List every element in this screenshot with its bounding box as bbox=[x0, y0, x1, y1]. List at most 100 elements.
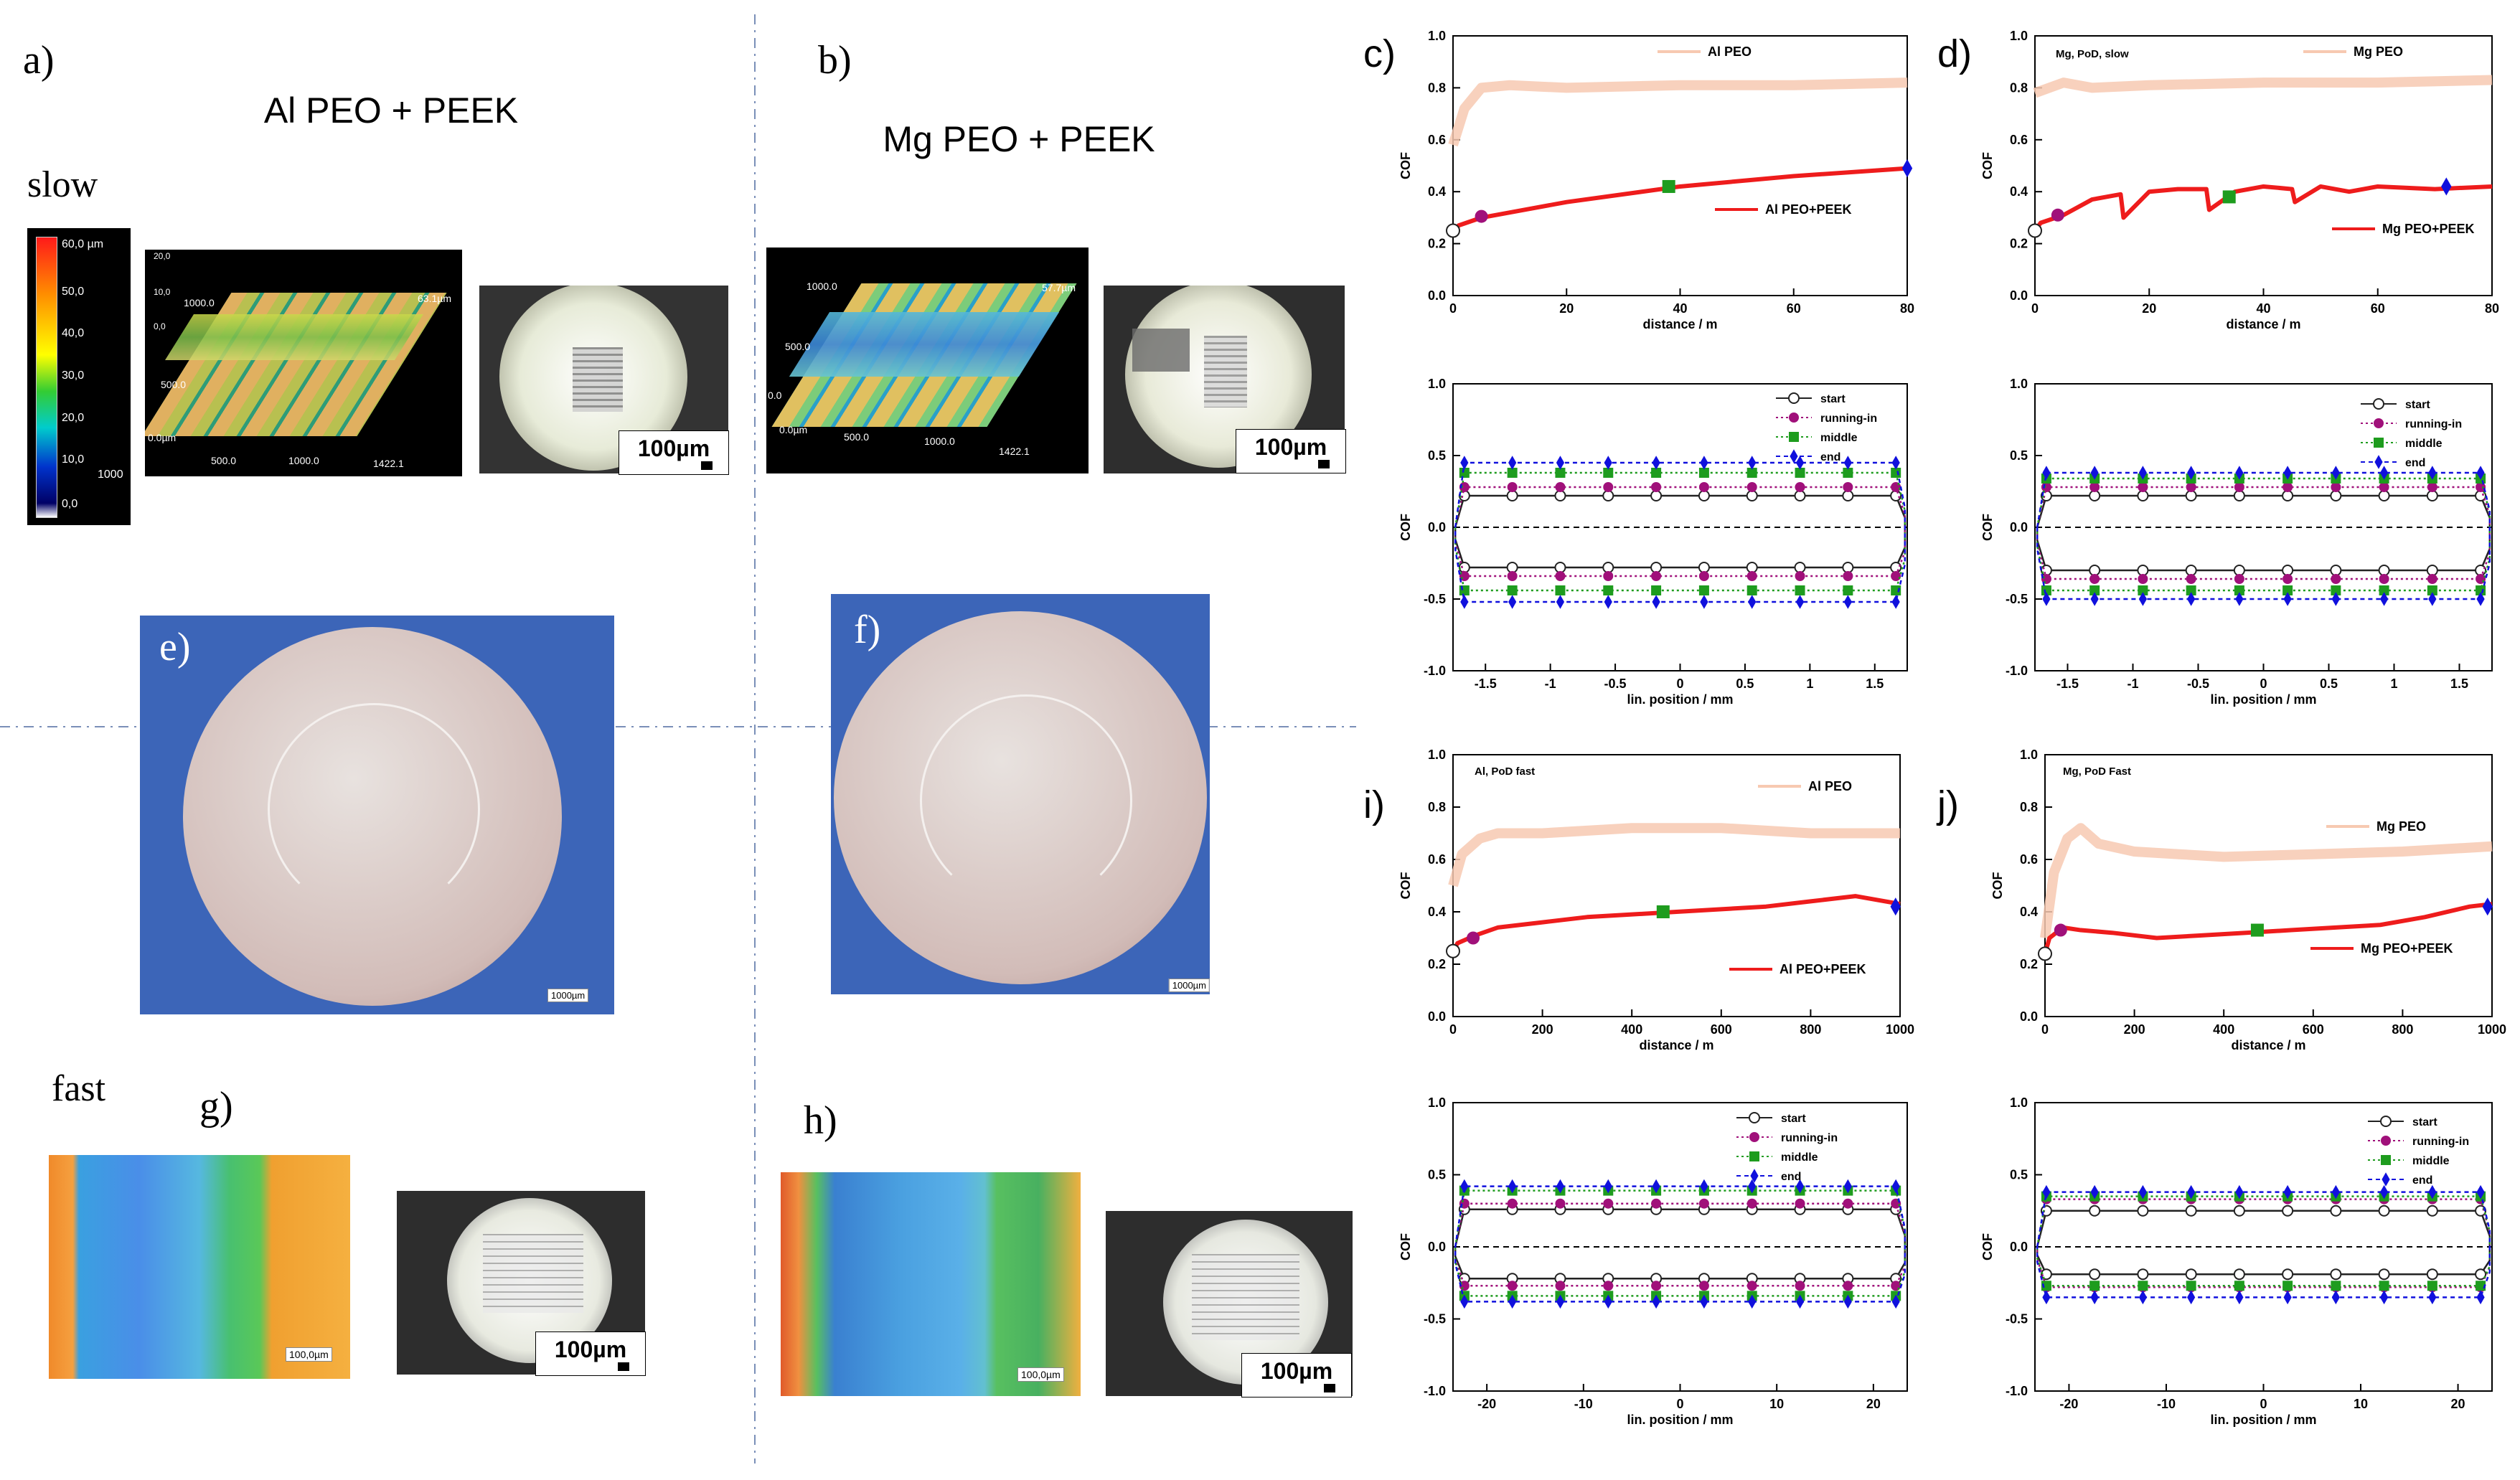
surf-label: 0,0 bbox=[154, 321, 166, 331]
y-tick-label: 0.2 bbox=[1428, 237, 1446, 251]
loop-marker bbox=[2089, 1281, 2100, 1291]
loop-marker bbox=[1651, 585, 1662, 595]
legend-marker bbox=[2381, 1136, 2391, 1146]
chart-i: 0 200 400 600 800 1000 0.0 0.2 0.4 0.6 0.8 1.0 dista… bbox=[1363, 748, 1914, 1052]
x-axis-label: distance / m bbox=[2231, 1038, 2305, 1052]
loop-marker bbox=[2187, 1184, 2196, 1199]
panel-label-h: h) bbox=[804, 1098, 837, 1143]
y-tick-label: 1.0 bbox=[1428, 29, 1446, 43]
chart-j: 0 200 400 600 800 1000 0.0 0.2 0.4 0.6 0.8 1.0 dista… bbox=[1936, 748, 2506, 1052]
loop-marker bbox=[2041, 585, 2051, 595]
loop-marker bbox=[1794, 490, 1806, 501]
plot-frame bbox=[1452, 754, 1901, 1017]
loop-marker bbox=[2282, 1205, 2294, 1217]
legend-marker bbox=[2373, 398, 2384, 410]
y-axis-label: COF bbox=[1980, 1233, 1995, 1260]
loop-marker bbox=[1843, 1179, 1852, 1194]
loop-marker bbox=[2379, 482, 2389, 492]
panel-label-i: i) bbox=[1363, 783, 1385, 826]
loop-marker bbox=[2331, 585, 2341, 595]
legend-marker bbox=[2374, 418, 2384, 428]
y-axis-label: COF bbox=[1398, 152, 1413, 179]
y-tick-label: 1.0 bbox=[2020, 748, 2038, 762]
legend-label: Mg PEO+PEEK bbox=[2361, 941, 2453, 956]
data-marker bbox=[2250, 923, 2264, 937]
loop-line bbox=[1454, 471, 1907, 592]
loop-marker bbox=[2476, 592, 2485, 606]
loop-marker bbox=[2234, 482, 2244, 492]
y-axis-label: COF bbox=[1398, 1233, 1413, 1260]
x-tick-label: -10 bbox=[2157, 1397, 2176, 1411]
legend-label: start bbox=[2405, 399, 2430, 411]
loop-marker bbox=[1650, 490, 1663, 501]
loop-marker bbox=[1460, 456, 1469, 470]
panel-label-b: b) bbox=[818, 38, 852, 83]
loop-marker bbox=[1746, 490, 1758, 501]
legend-marker bbox=[1749, 1112, 1760, 1123]
loop-marker bbox=[2427, 585, 2437, 595]
data-marker bbox=[1467, 931, 1480, 945]
surf-label: 0.0µm bbox=[779, 424, 808, 435]
loop-line bbox=[2036, 1198, 2491, 1288]
loop-marker bbox=[2427, 1281, 2437, 1291]
loop-marker bbox=[2138, 1290, 2148, 1305]
x-tick-label: 600 bbox=[2303, 1022, 2324, 1037]
loop-marker bbox=[1843, 595, 1852, 609]
y-tick-label: -0.5 bbox=[2006, 1312, 2028, 1326]
panel-title-a: Al PEO + PEEK bbox=[263, 90, 519, 131]
x-tick-label: 400 bbox=[2213, 1022, 2234, 1037]
loop-marker bbox=[1891, 1179, 1900, 1194]
x-axis-label: lin. position / mm bbox=[2211, 692, 2317, 707]
loop-marker bbox=[1698, 562, 1710, 573]
loop-marker bbox=[1651, 1198, 1662, 1209]
y-tick-label: 0.4 bbox=[1428, 905, 1446, 919]
loop-marker bbox=[1508, 456, 1517, 470]
loop-marker bbox=[1795, 1281, 1805, 1291]
plot-frame bbox=[1452, 35, 1908, 296]
loop-marker bbox=[2330, 1205, 2342, 1217]
loop-marker bbox=[1556, 1294, 1565, 1309]
y-tick-label: 1.0 bbox=[2010, 377, 2028, 391]
loop-marker bbox=[1700, 456, 1708, 470]
loop-marker bbox=[1460, 1294, 1469, 1309]
panel-label-d: d) bbox=[1937, 32, 1972, 75]
y-axis-label: COF bbox=[1980, 152, 1995, 179]
loop-marker bbox=[1460, 595, 1469, 609]
loop-marker bbox=[2378, 490, 2390, 501]
loop-marker bbox=[2379, 1290, 2389, 1305]
loop-marker bbox=[2476, 1290, 2485, 1305]
scalebar-mark bbox=[1324, 1384, 1335, 1392]
loop-marker bbox=[2234, 1281, 2244, 1291]
x-tick-label: -20 bbox=[2059, 1397, 2078, 1411]
y-tick-label: 0.0 bbox=[2010, 288, 2028, 303]
loop-marker bbox=[2379, 1281, 2389, 1291]
legend-marker bbox=[2374, 438, 2384, 448]
loop-line bbox=[2036, 486, 2491, 580]
legend-marker bbox=[1789, 413, 1799, 423]
loop-marker bbox=[1460, 1179, 1469, 1194]
loop-marker bbox=[2185, 1268, 2197, 1281]
y-tick-label: 0.5 bbox=[1428, 448, 1446, 463]
colormap-bar bbox=[36, 237, 57, 518]
series-line bbox=[1451, 894, 1901, 953]
loop-marker bbox=[1795, 482, 1805, 492]
y-tick-label: 1.0 bbox=[2010, 29, 2028, 43]
loop-marker bbox=[2186, 574, 2196, 584]
loop-marker bbox=[1795, 1294, 1805, 1309]
x-tick-label: 0 bbox=[2041, 1022, 2049, 1037]
data-marker bbox=[2482, 897, 2493, 916]
legend-marker bbox=[2381, 1155, 2391, 1165]
loop-marker bbox=[1555, 468, 1566, 478]
loop-marker bbox=[2476, 585, 2486, 595]
loop-marker bbox=[1555, 482, 1566, 492]
y-tick-label: -1.0 bbox=[1424, 1384, 1446, 1398]
loop-marker bbox=[2089, 1268, 2101, 1281]
x-tick-label: 1000 bbox=[1886, 1022, 1914, 1037]
loop-marker bbox=[1555, 571, 1566, 581]
loop-marker bbox=[2186, 1281, 2196, 1291]
y-axis-label: COF bbox=[1398, 514, 1413, 541]
chart-i2: -20 -10 0 10 20 -1.0 -0.5 0.0 0.5 1.0 lin. positio… bbox=[1398, 1095, 1908, 1427]
legend-marker bbox=[1750, 1169, 1759, 1183]
loop-marker bbox=[1651, 482, 1662, 492]
loop-marker bbox=[1748, 456, 1757, 470]
